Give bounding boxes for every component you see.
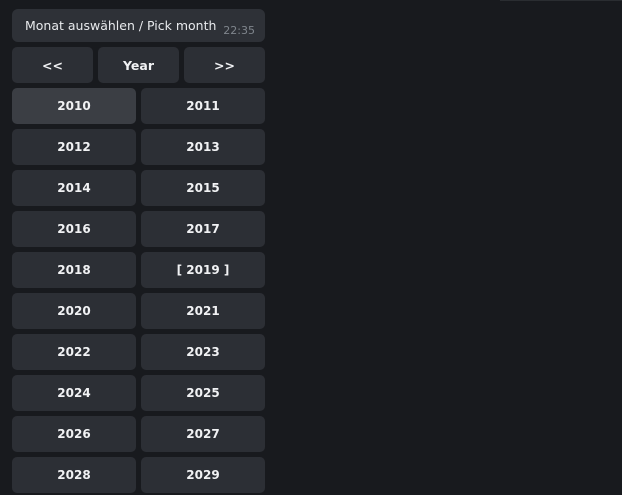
year-button[interactable]: 2026 xyxy=(12,416,136,452)
message-text: Monat auswählen / Pick month xyxy=(25,18,217,33)
year-button[interactable]: 2018 xyxy=(12,252,136,288)
year-button[interactable]: 2016 xyxy=(12,211,136,247)
year-button[interactable]: 2020 xyxy=(12,293,136,329)
year-button[interactable]: 2021 xyxy=(141,293,265,329)
year-button[interactable]: 2015 xyxy=(141,170,265,206)
year-button[interactable]: 2011 xyxy=(141,88,265,124)
year-button[interactable]: 2017 xyxy=(141,211,265,247)
year-button[interactable]: 2027 xyxy=(141,416,265,452)
next-button[interactable]: >> xyxy=(184,47,265,83)
year-button[interactable]: 2025 xyxy=(141,375,265,411)
year-button[interactable]: [ 2019 ] xyxy=(141,252,265,288)
year-title-button[interactable]: Year xyxy=(98,47,179,83)
message-time: 22:35 xyxy=(223,24,255,37)
year-button[interactable]: 2024 xyxy=(12,375,136,411)
message-bubble: Monat auswählen / Pick month 22:35 xyxy=(12,9,265,42)
year-button[interactable]: 2023 xyxy=(141,334,265,370)
year-button[interactable]: 2028 xyxy=(12,457,136,493)
year-button[interactable]: 2029 xyxy=(141,457,265,493)
year-button[interactable]: 2013 xyxy=(141,129,265,165)
year-button[interactable]: 2012 xyxy=(12,129,136,165)
year-button[interactable]: 2014 xyxy=(12,170,136,206)
year-button[interactable]: 2010 xyxy=(12,88,136,124)
prev-button[interactable]: << xyxy=(12,47,93,83)
year-button[interactable]: 2022 xyxy=(12,334,136,370)
divider xyxy=(500,0,622,1)
